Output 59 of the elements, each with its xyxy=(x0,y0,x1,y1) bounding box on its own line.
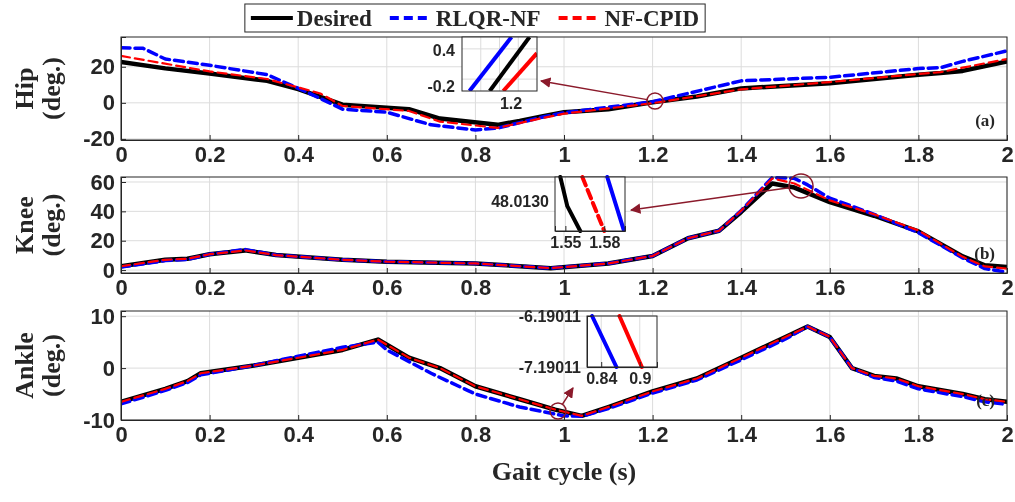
x-tick-label: 0.2 xyxy=(194,274,226,300)
x-tick-label: 0.84 xyxy=(586,370,618,388)
x-tick-label: 1.2 xyxy=(637,141,669,167)
x-tick-label: 1.6 xyxy=(815,141,846,167)
y-axis-title: Hip (deg.) xyxy=(9,57,66,120)
x-tick-label: 0.8 xyxy=(460,274,492,300)
x-tick-label: 1 xyxy=(558,421,571,447)
x-tick-label: 1.8 xyxy=(903,421,935,447)
annotation: 48.0130 xyxy=(491,193,550,211)
y-tick-label: 20 xyxy=(90,228,115,254)
x-tick-label: 0.4 xyxy=(283,274,315,300)
x-tick-label: 1.4 xyxy=(726,274,758,300)
x-tick-label: 0.4 xyxy=(283,141,315,167)
x-tick-label: 0.2 xyxy=(194,421,226,447)
x-tick-label: 1.55 xyxy=(550,234,582,252)
x-tick-label: 1.8 xyxy=(903,141,935,167)
x-tick-label: 2 xyxy=(1001,141,1014,167)
x-tick-label: 1 xyxy=(558,274,571,300)
y-tick-label: -20 xyxy=(83,126,115,152)
y-axis-title: Ankle (deg.) xyxy=(9,332,66,399)
annotation: (c) xyxy=(976,391,995,410)
x-axis-title: Gait cycle (s) xyxy=(491,457,637,486)
y-tick-label: 60 xyxy=(90,169,115,195)
legend-label: Desired xyxy=(296,6,373,31)
x-tick-label: 0.8 xyxy=(460,421,492,447)
x-tick-label: 0.9 xyxy=(629,370,652,388)
x-tick-label: 1.4 xyxy=(726,141,758,167)
y-tick-label: -7.19011 xyxy=(518,358,582,376)
y-tick-label: 0 xyxy=(102,90,115,116)
x-tick-label: 1.2 xyxy=(637,421,669,447)
y-tick-label: -6.19011 xyxy=(518,307,582,325)
y-tick-label: 10 xyxy=(90,303,115,329)
x-tick-label: 1.2 xyxy=(637,274,669,300)
legend-label: RLQR-NF xyxy=(435,6,541,31)
annotation: 0.4 xyxy=(432,41,456,59)
y-tick-label: 0 xyxy=(102,257,115,283)
x-tick-label: 1.6 xyxy=(815,274,846,300)
annotation: -0.2 xyxy=(427,77,456,95)
annotation: (a) xyxy=(975,111,995,130)
x-tick-label: 0.6 xyxy=(372,274,403,300)
x-tick-label: 1.8 xyxy=(903,274,935,300)
x-tick-label: 0.4 xyxy=(283,421,315,447)
x-tick-label: 0.8 xyxy=(460,141,492,167)
x-tick-label: 1 xyxy=(558,141,571,167)
x-tick-label: 2 xyxy=(1001,274,1014,300)
annotation: (b) xyxy=(974,244,995,263)
x-tick-label: 2 xyxy=(1001,421,1014,447)
y-axis-title: Knee (deg.) xyxy=(9,193,66,257)
x-tick-label: 1.4 xyxy=(726,421,758,447)
y-tick-label: 40 xyxy=(90,198,115,224)
y-tick-label: 20 xyxy=(90,54,115,80)
x-tick-label: 0.6 xyxy=(372,141,403,167)
x-tick-label: 0.6 xyxy=(372,421,403,447)
x-tick-label: 0.2 xyxy=(194,141,226,167)
legend-label: NF-CPID xyxy=(604,6,700,31)
y-tick-label: -10 xyxy=(83,407,115,433)
x-tick-label: 1.6 xyxy=(815,421,846,447)
x-tick-label: 1.58 xyxy=(589,234,621,252)
annotation: 1.2 xyxy=(499,94,523,112)
